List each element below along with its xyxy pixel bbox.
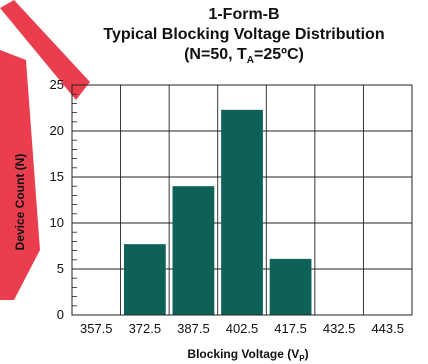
bar-372-5 [123, 244, 166, 315]
x-axis-label-main: Blocking Voltage (V [187, 347, 299, 361]
y-axis-label: Device Count (N) [13, 154, 27, 251]
x-tick-labels: 357.5 372.5 387.5 402.5 417.5 432.5 443.5 [80, 321, 404, 336]
plot-frame [71, 84, 413, 316]
bar-402-5 [221, 109, 263, 315]
bar-417-5 [269, 258, 312, 315]
x-axis-label: Blocking Voltage (VP) [187, 347, 308, 363]
y-tick-label: 15 [50, 169, 64, 184]
plot-border [71, 84, 413, 316]
chart-title-line1: 1-Form-B [208, 6, 280, 23]
chart-title-line3-prefix: (N=50, T [184, 46, 247, 63]
chart-title-line3-suffix: =25ºC) [254, 46, 304, 63]
x-tick-label: 357.5 [80, 321, 113, 336]
x-tick-label: 372.5 [129, 321, 162, 336]
x-tick-label: 443.5 [371, 321, 404, 336]
x-tick-label: 387.5 [177, 321, 210, 336]
y-tick-label: 20 [50, 123, 64, 138]
bars [123, 109, 312, 315]
y-tick-label: 0 [57, 307, 64, 322]
x-axis-label-sub: P [299, 354, 305, 363]
x-axis-label-end: ) [305, 347, 309, 361]
x-tick-label: 417.5 [274, 321, 307, 336]
y-tick-labels: 0 5 10 15 20 25 [50, 77, 64, 322]
y-tick-label: 25 [50, 77, 64, 92]
chart-title-line3-sub: A [246, 55, 255, 67]
y-tick-label: 5 [57, 261, 64, 276]
chart-title-line3: (N=50, TA=25ºC) [60, 46, 428, 70]
x-tick-label: 402.5 [226, 321, 259, 336]
chart-title-line2: Typical Blocking Voltage Distribution [103, 26, 385, 43]
bar-387-5 [172, 186, 215, 315]
x-tick-label: 432.5 [323, 321, 356, 336]
y-tick-label: 10 [50, 215, 64, 230]
